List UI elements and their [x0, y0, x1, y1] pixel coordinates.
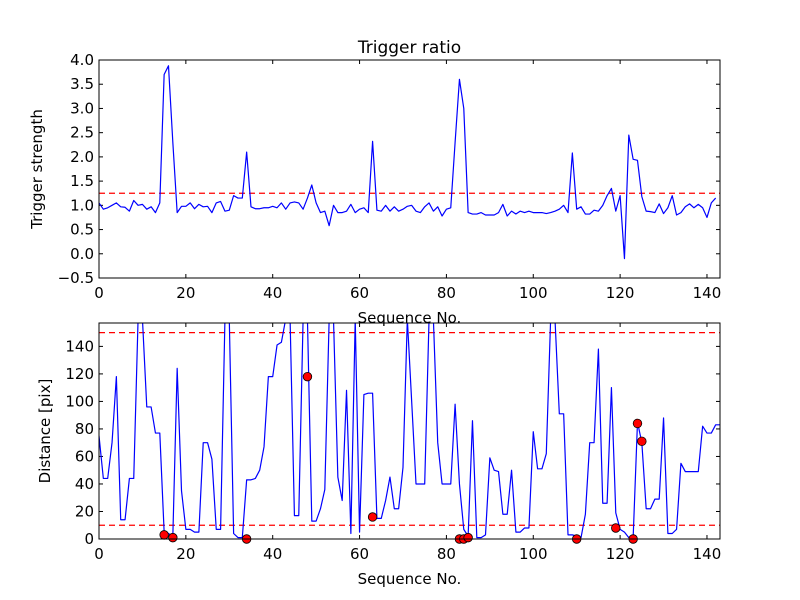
- y-tick-label: 3.5: [70, 75, 94, 93]
- data-point-marker: [637, 436, 647, 447]
- x-tick-label: 80: [437, 284, 456, 302]
- y-tick-label: 0.0: [70, 245, 94, 263]
- y-tick-label: 4.0: [70, 51, 94, 69]
- data-point-marker: [611, 523, 621, 533]
- y-tick-label: 0: [84, 530, 94, 548]
- x-tick-label: 40: [263, 545, 282, 563]
- x-tick-label: 120: [606, 284, 635, 302]
- x-tick-label: 40: [263, 284, 282, 302]
- data-point-marker: [159, 530, 169, 540]
- y-tick-label: 1.5: [70, 172, 94, 190]
- y-tick-label: 60: [75, 447, 94, 465]
- data-point-marker: [463, 532, 473, 543]
- distance-chart: 0 20 40 60 80 100 120 140 0 20 40 60 80 100 120 140 Seq…: [36, 322, 722, 588]
- data-point-marker: [367, 512, 378, 522]
- y-tick-label: 120: [65, 365, 94, 383]
- x-tick-label: 60: [350, 545, 369, 563]
- x-tick-label: 100: [519, 284, 548, 302]
- chart-title: Trigger ratio: [357, 38, 461, 58]
- x-tick-label: 80: [437, 545, 456, 563]
- x-axis-label: Sequence No.: [358, 570, 462, 588]
- x-tick-label: 0: [94, 545, 104, 563]
- x-tick-label: 100: [519, 545, 548, 563]
- y-axis-label: Distance [pix]: [36, 379, 54, 484]
- y-tick-label: 100: [65, 392, 94, 410]
- y-tick-label: 20: [75, 502, 94, 520]
- y-tick-label: 3.0: [70, 99, 94, 117]
- y-tick-label: −0.5: [58, 269, 94, 287]
- y-tick-label: 140: [65, 337, 94, 355]
- y-axis-label: Trigger strength: [28, 109, 46, 230]
- x-tick-label: 140: [693, 545, 722, 563]
- series-line: [99, 65, 717, 260]
- x-tick-label: 120: [606, 545, 635, 563]
- y-tick-label: 2.0: [70, 148, 94, 166]
- x-tick-label: 0: [94, 284, 104, 302]
- x-tick-label: 60: [350, 284, 369, 302]
- x-tick-label: 20: [176, 545, 195, 563]
- trigger-ratio-chart: Trigger ratio 0 20 40 60 80 100 120 140 −0.5 0.0 0…: [28, 38, 721, 327]
- data-point-marker: [632, 418, 643, 429]
- y-tick-label: 2.5: [70, 124, 94, 142]
- y-tick-label: 80: [75, 420, 94, 438]
- y-tick-label: 40: [75, 475, 94, 493]
- plot-frame: [98, 322, 721, 540]
- plot-frame: [98, 59, 721, 279]
- y-tick-label: 0.5: [70, 221, 94, 239]
- x-tick-label: 20: [176, 284, 195, 302]
- x-axis-label: Sequence No.: [358, 309, 462, 327]
- data-point-marker: [302, 371, 313, 382]
- data-point-marker: [168, 532, 178, 543]
- y-tick-label: 1.0: [70, 196, 94, 214]
- x-tick-label: 140: [693, 284, 722, 302]
